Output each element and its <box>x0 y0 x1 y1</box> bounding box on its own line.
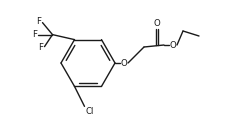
Text: O: O <box>120 58 127 68</box>
Text: F: F <box>32 30 37 39</box>
Text: O: O <box>153 19 160 28</box>
Text: Cl: Cl <box>85 107 93 116</box>
Text: O: O <box>169 40 176 50</box>
Text: F: F <box>36 17 41 26</box>
Text: F: F <box>38 43 43 52</box>
